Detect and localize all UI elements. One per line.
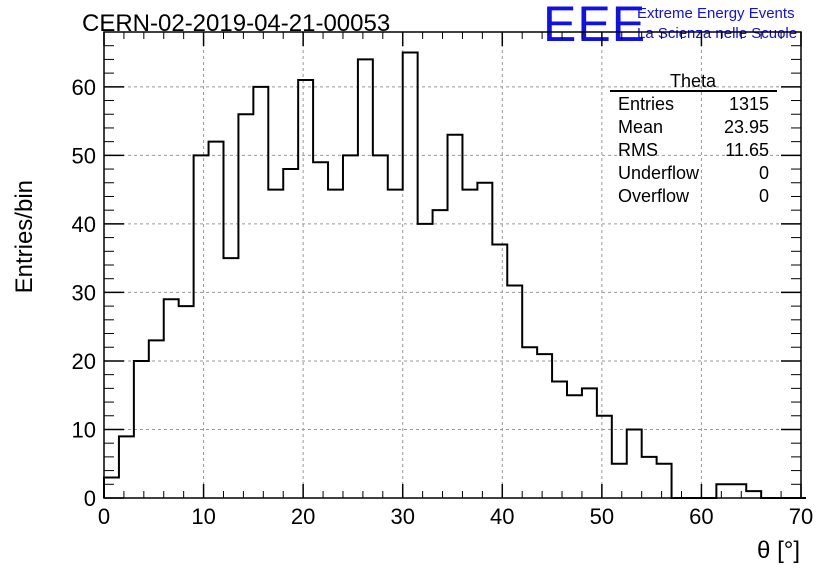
logo-line-2: La Scienza nelle Scuole (637, 25, 798, 42)
tick-labels: 0 10 20 30 40 50 60 70 0 10 20 30 40 50 60 (72, 75, 814, 529)
x-tick-label: 10 (191, 504, 215, 529)
y-tick-label: 30 (72, 280, 96, 305)
y-tick-label: 60 (72, 75, 96, 100)
y-axis-label: Entries/bin (11, 180, 38, 293)
stats-box-title: Theta (670, 71, 717, 91)
x-tick-label: 70 (789, 504, 813, 529)
x-tick-label: 50 (590, 504, 614, 529)
plot-frame (103, 31, 802, 499)
eee-logo-text: Extreme Energy Events La Scienza nelle S… (637, 4, 797, 44)
stats-row-label: Entries (618, 94, 674, 114)
logo-line-1: Extreme Energy Events (637, 5, 795, 22)
y-tick-label: 10 (72, 417, 96, 442)
grid-lines (104, 32, 801, 498)
histogram-outline (103, 51, 806, 499)
x-axis-label: θ [°] (757, 537, 800, 564)
x-tick-label: 40 (490, 504, 514, 529)
y-tick-label: 0 (84, 486, 96, 511)
eee-logo: EEE (543, 0, 647, 52)
y-tick-label: 40 (72, 212, 96, 237)
stats-row-value: 11.65 (725, 140, 769, 160)
stats-row-value: 23.95 (724, 117, 769, 137)
stats-row-label: Underflow (618, 163, 700, 183)
stats-row-label: RMS (618, 140, 658, 160)
stats-row-value: 1315 (729, 94, 769, 114)
y-tick-label: 20 (72, 349, 96, 374)
x-tick-label: 20 (291, 504, 315, 529)
stats-row-value: 0 (759, 186, 769, 206)
x-tick-label: 0 (98, 504, 110, 529)
stats-row-label: Mean (618, 117, 663, 137)
stats-row-label: Overflow (618, 186, 690, 206)
stats-box: Theta Entries 1315 Mean 23.95 RMS 11.65 Underfl… (610, 71, 777, 206)
axis-ticks (103, 31, 802, 499)
stats-row-value: 0 (759, 163, 769, 183)
x-tick-label: 60 (689, 504, 713, 529)
y-tick-label: 50 (72, 143, 96, 168)
x-tick-label: 30 (390, 504, 414, 529)
